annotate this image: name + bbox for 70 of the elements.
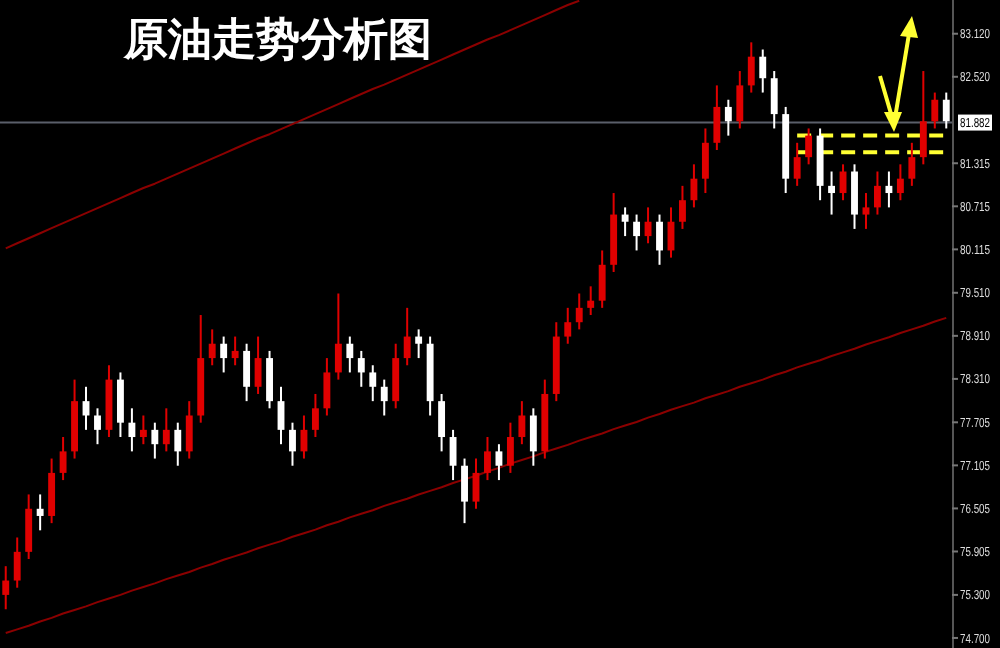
candlestick: [266, 349, 273, 410]
candlestick: [828, 170, 836, 216]
candlestick: [701, 127, 709, 195]
candlestick: [770, 70, 778, 130]
candlestick: [575, 292, 583, 331]
candlestick: [369, 364, 377, 403]
candlestick: [357, 349, 365, 388]
candlestick: [724, 98, 732, 137]
candlestick: [736, 70, 744, 130]
candlestick: [885, 170, 893, 209]
candlestick: [690, 163, 698, 209]
candlestick: [805, 127, 813, 166]
candlestick: [254, 335, 262, 395]
candlestick: [2, 565, 10, 611]
candlestick: [48, 457, 56, 525]
candlestick: [633, 213, 641, 252]
candlestick: [311, 392, 319, 439]
line-series: [4, 0, 581, 250]
candlestick: [713, 84, 721, 151]
candlestick: [116, 371, 124, 439]
line-series: [4, 316, 948, 634]
candlestick: [793, 141, 801, 187]
candlestick: [656, 213, 663, 266]
candlestick: [36, 493, 44, 532]
candlestick: [908, 141, 916, 187]
candlestick: [128, 407, 136, 453]
candlestick: [598, 249, 606, 309]
candlestick: [231, 335, 239, 367]
candlestick: [942, 91, 950, 130]
candlestick: [621, 206, 629, 238]
candlestick: [587, 285, 595, 317]
candlestick: [323, 357, 331, 417]
candlestick: [484, 436, 491, 482]
candlestick: [874, 170, 881, 216]
candlestick: [380, 378, 388, 417]
candlestick: [851, 163, 858, 230]
candlestick: [415, 328, 423, 360]
candlestick: [747, 41, 755, 94]
candlestick: [564, 306, 572, 345]
candlestick: [392, 342, 400, 410]
candlestick: [919, 70, 927, 166]
candlestick: [529, 407, 537, 467]
candlestick: [931, 91, 939, 130]
candlestick: [151, 421, 159, 460]
candlestick: [438, 392, 446, 453]
candlestick: [334, 292, 342, 381]
candlestick: [162, 407, 170, 453]
candlestick: [403, 306, 411, 367]
candlestick: [59, 436, 67, 482]
candlestick: [518, 400, 526, 446]
candlestick: [896, 163, 904, 202]
candlestick: [862, 192, 870, 230]
candlestick: [346, 335, 354, 374]
candlestick: [13, 536, 21, 589]
candlestick: [495, 443, 503, 482]
chart-title: 原油走势分析图: [122, 16, 432, 66]
candlestick: [506, 421, 514, 474]
candlestick: [289, 421, 296, 467]
candlestick: [759, 48, 767, 94]
candlestick: [25, 493, 33, 561]
candlestick: [185, 400, 193, 460]
candlestick: [139, 414, 147, 446]
candlestick: [243, 342, 251, 403]
candlestick: [449, 428, 457, 482]
candlestick: [461, 457, 468, 525]
candlestick: [220, 335, 228, 374]
candlestick: [208, 328, 216, 367]
candlestick: [94, 407, 101, 446]
candlestick: [174, 421, 182, 467]
candlestick: [679, 184, 686, 230]
